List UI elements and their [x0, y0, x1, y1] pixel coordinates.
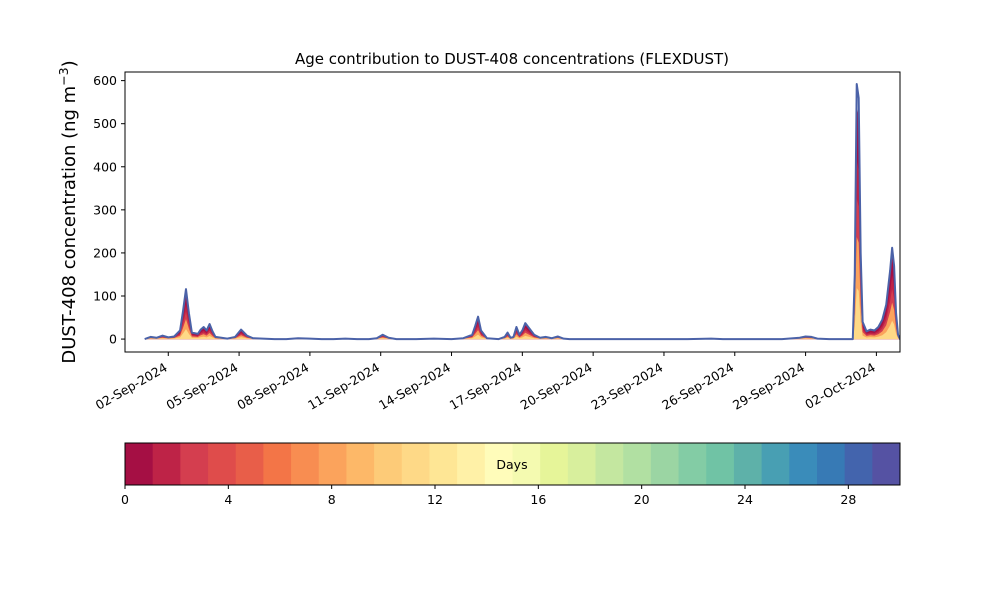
age-layer-1: [144, 160, 900, 340]
y-tick-label: 0: [109, 332, 117, 347]
colorbar-tick-label: 4: [224, 492, 232, 507]
colorbar-segment: [429, 443, 458, 485]
x-tick-label: 14-Sep-2024: [376, 360, 453, 413]
colorbar-segment: [318, 443, 347, 485]
x-tick-label: 08-Sep-2024: [234, 360, 311, 413]
colorbar-frame: [124, 442, 901, 486]
colorbar-segment: [789, 443, 818, 485]
colorbar-segment: [650, 443, 680, 485]
colorbar-segment: [761, 443, 790, 485]
chart-title: Age contribution to DUST-408 concentrati…: [295, 50, 729, 68]
colorbar-segment: [263, 443, 292, 485]
colorbar-segment: [567, 443, 597, 485]
colorbar-segment: [706, 443, 735, 485]
x-tick-label: 02-Sep-2024: [93, 360, 170, 413]
colorbar-segment: [595, 443, 624, 485]
colorbar-tick-label: 28: [840, 492, 856, 507]
colorbar-segment: [374, 443, 403, 485]
y-tick-label: 400: [93, 159, 117, 174]
colorbar-segment: [291, 443, 320, 485]
colorbar-segment: [623, 443, 652, 485]
age-layers: [144, 83, 900, 341]
y-tick-label: 200: [93, 245, 117, 260]
colorbar-segment: [484, 443, 513, 485]
colorbar-segment: [816, 443, 846, 485]
colorbar-segment: [512, 443, 541, 485]
colorbar-segment: [540, 443, 569, 485]
colorbar-tick-label: 8: [328, 492, 336, 507]
y-axis-label: DUST-408 concentration (ng m−3): [56, 60, 80, 363]
colorbar-segment: [733, 443, 763, 485]
x-axis-ticks: 02-Sep-202405-Sep-202408-Sep-202411-Sep-…: [93, 352, 878, 413]
colorbar-tick-label: 24: [737, 492, 753, 507]
x-tick-label: 20-Sep-2024: [518, 360, 595, 413]
colorbar-tick-label: 16: [530, 492, 546, 507]
plot-area: [144, 83, 900, 341]
y-axis-label-close: ): [59, 60, 80, 67]
colorbar-segment: [125, 443, 154, 485]
colorbar-segment: [678, 443, 707, 485]
colorbar-segment: [208, 443, 237, 485]
colorbar-segment: [180, 443, 209, 485]
x-tick-label: 05-Sep-2024: [164, 360, 241, 413]
y-tick-label: 500: [93, 116, 117, 131]
age-layer-0: [144, 104, 900, 340]
y-tick-label: 100: [93, 289, 117, 304]
total-concentration-line: [144, 83, 900, 341]
x-tick-label: 02-Oct-2024: [802, 360, 878, 412]
x-tick-label: 11-Sep-2024: [305, 360, 382, 413]
x-tick-label: 23-Sep-2024: [588, 360, 665, 413]
x-tick-label: 26-Sep-2024: [659, 360, 736, 413]
colorbar-tick-label: 20: [634, 492, 650, 507]
y-axis-label-exponent: −3: [56, 67, 71, 85]
colorbar-tick-label: 12: [427, 492, 443, 507]
x-tick-label: 17-Sep-2024: [447, 360, 524, 413]
colorbar-segment: [401, 443, 430, 485]
age-layer-2: [144, 198, 900, 340]
colorbar-segment: [346, 443, 375, 485]
colorbar: 0 4 8 12 16 20 24 28: [121, 442, 901, 507]
y-tick-label: 600: [93, 73, 117, 88]
x-tick-label: 29-Sep-2024: [730, 360, 807, 413]
y-tick-label: 300: [93, 202, 117, 217]
colorbar-segment: [235, 443, 264, 485]
age-layer-3: [144, 237, 900, 340]
colorbar-label: Days: [496, 457, 527, 472]
colorbar-segment: [457, 443, 486, 485]
colorbar-segment: [844, 443, 873, 485]
age-layer-4: [144, 288, 900, 340]
colorbar-segment: [872, 443, 901, 485]
colorbar-segment: [152, 443, 181, 485]
y-axis-ticks: 0 100 200 300 400 500 600: [93, 73, 125, 347]
plot-frame: [124, 71, 901, 353]
colorbar-tick-label: 0: [121, 492, 129, 507]
